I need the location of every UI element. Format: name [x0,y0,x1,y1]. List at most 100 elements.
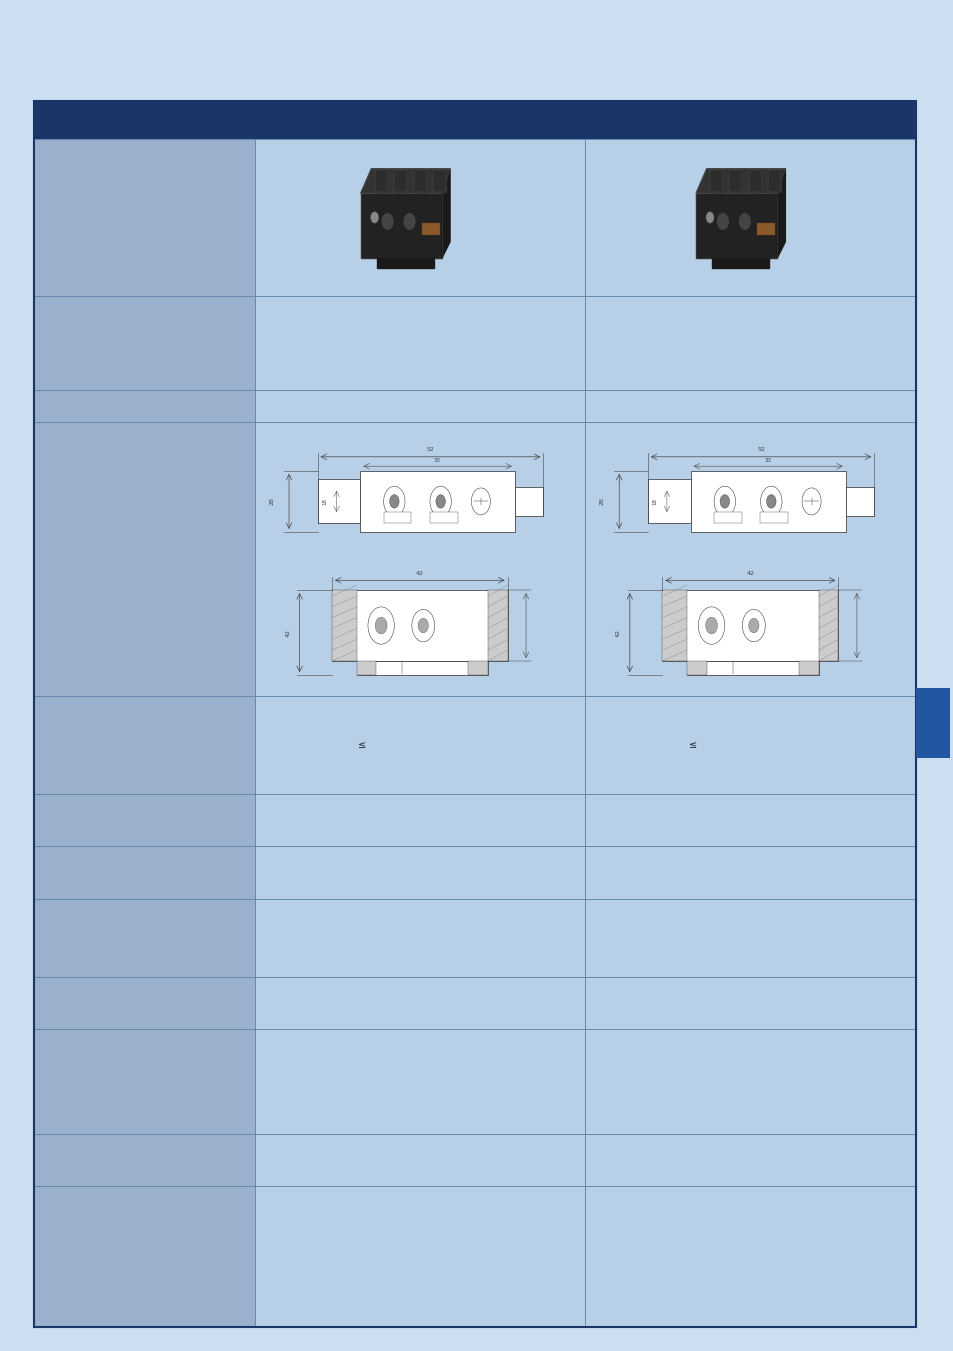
Bar [34,794,254,847]
Bar [34,101,915,139]
Circle shape [748,619,759,632]
Polygon shape [376,258,434,267]
Circle shape [417,619,428,632]
Bar [254,389,584,423]
Bar [254,794,584,847]
Bar [34,1186,254,1327]
Bar [254,847,584,898]
Text: 42: 42 [416,571,423,577]
Bar [713,512,741,523]
Polygon shape [433,170,445,192]
Polygon shape [748,170,761,192]
Circle shape [741,609,764,642]
Bar [332,590,356,661]
Polygon shape [729,170,741,192]
Circle shape [370,212,378,223]
Bar [584,1133,915,1186]
Ellipse shape [739,213,750,230]
Text: 28: 28 [599,497,604,505]
Bar [487,590,507,661]
Bar [383,512,411,523]
Bar [584,423,915,696]
Bar [34,1029,254,1133]
Text: 33: 33 [434,458,440,463]
Bar [915,688,949,758]
Bar [468,661,487,676]
Polygon shape [394,170,407,192]
Bar [34,847,254,898]
Text: 52: 52 [757,447,764,453]
Text: 42: 42 [615,628,619,636]
Bar [254,296,584,389]
Polygon shape [414,170,426,192]
Circle shape [705,617,717,634]
Bar [34,1133,254,1186]
Bar [686,661,818,676]
Bar [584,1029,915,1133]
Bar [844,486,873,516]
Polygon shape [709,170,722,192]
Bar [356,661,375,676]
Circle shape [412,609,435,642]
Circle shape [705,212,713,223]
Bar [356,661,487,676]
Circle shape [368,607,394,644]
Circle shape [389,494,398,508]
Ellipse shape [717,213,728,230]
Circle shape [698,607,724,644]
Text: ≤: ≤ [358,740,366,750]
Polygon shape [767,170,781,192]
Bar [254,696,584,794]
Bar [818,590,838,661]
Text: 52: 52 [426,447,434,453]
Bar [584,898,915,977]
Bar [254,898,584,977]
Text: 18: 18 [652,499,657,505]
Bar [661,590,686,661]
Bar [34,898,254,977]
Bar [584,389,915,423]
Bar [421,223,439,235]
Circle shape [383,486,405,516]
Circle shape [760,486,781,516]
Circle shape [801,488,821,515]
Bar [757,223,774,235]
Bar [254,977,584,1029]
Circle shape [436,494,445,508]
Bar [515,486,543,516]
Bar [584,696,915,794]
Bar [360,471,515,532]
Text: 33: 33 [764,458,771,463]
Bar [254,139,584,296]
Bar [332,590,507,661]
Polygon shape [375,170,387,192]
Bar [661,590,838,661]
Bar [760,512,787,523]
Polygon shape [360,193,441,258]
Bar [584,1186,915,1327]
Bar [34,423,254,696]
Bar [686,661,706,676]
Bar [254,1133,584,1186]
Ellipse shape [381,213,393,230]
Bar [317,480,360,523]
Polygon shape [360,169,450,193]
Bar [584,977,915,1029]
Polygon shape [777,169,784,258]
Polygon shape [712,258,768,267]
Bar [34,977,254,1029]
Polygon shape [696,193,777,258]
Text: 42: 42 [745,571,754,577]
Bar [798,661,818,676]
Bar [254,423,584,696]
Text: ≤: ≤ [688,740,697,750]
Bar [254,1186,584,1327]
Bar [584,296,915,389]
Bar [647,480,690,523]
Circle shape [430,486,451,516]
Bar [34,139,254,296]
Circle shape [714,486,735,516]
Circle shape [765,494,775,508]
Polygon shape [441,169,450,258]
Bar [690,471,844,532]
